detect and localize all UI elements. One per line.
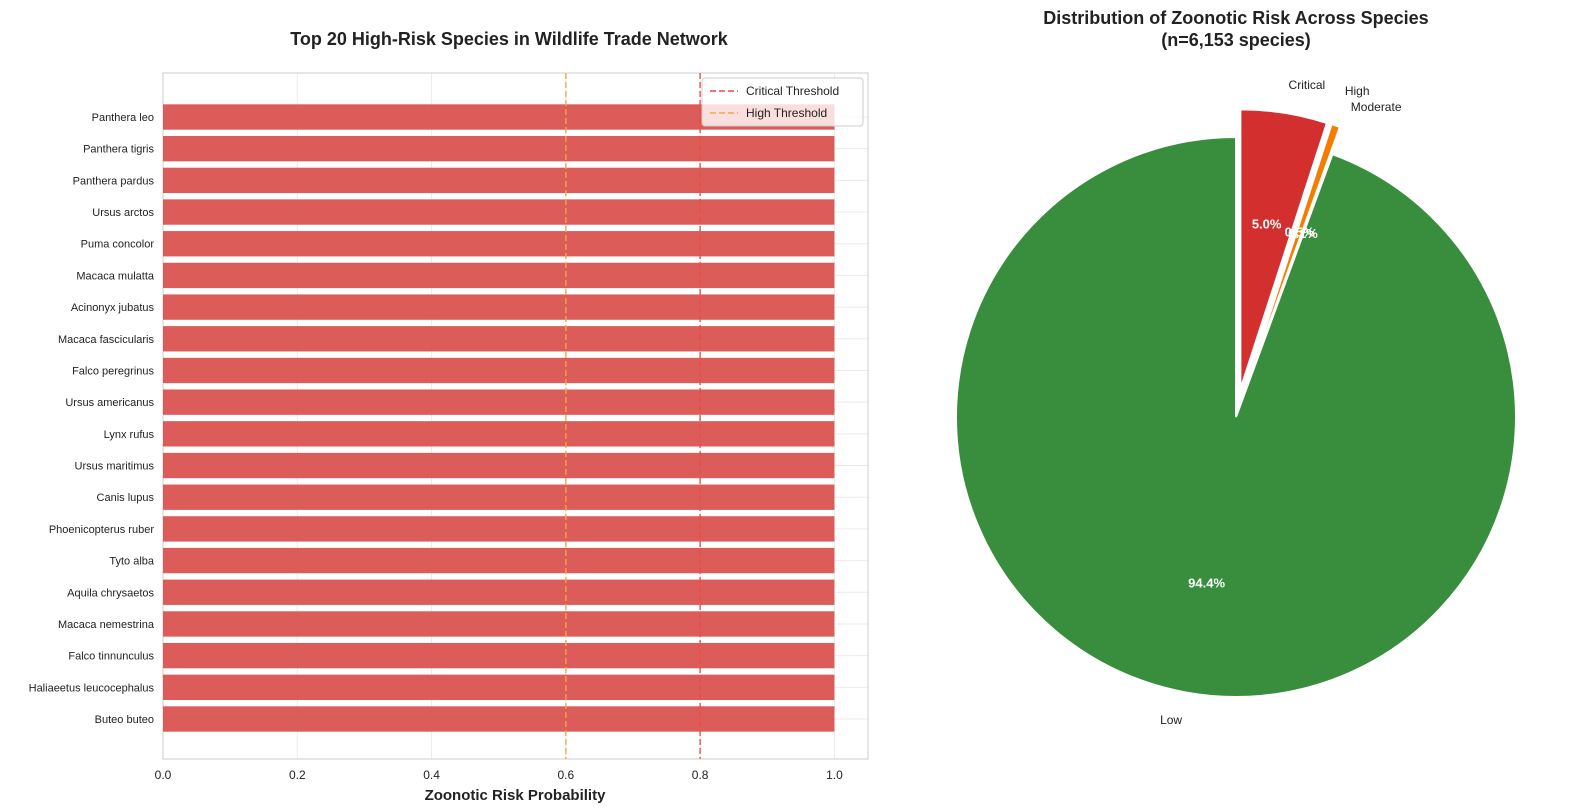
x-tick-label: 1.0 [826,768,843,782]
x-tick-label: 0.2 [289,768,306,782]
category-label: Falco peregrinus [72,365,154,377]
pie-label-critical: Critical [1289,78,1326,92]
bar-lynx-rufus [163,421,835,447]
pie-chart-subtitle: (n=6,153 species) [1161,30,1311,50]
bar-buteo-buteo [163,706,835,732]
bar-falco-peregrinus [163,357,835,384]
bar-macaca-mulatta [163,262,835,289]
pie-label-low: Low [1160,713,1182,727]
category-label: Macaca fascicularis [58,334,154,346]
category-label: Lynx rufus [104,429,155,441]
category-label: Phoenicopterus ruber [49,524,155,536]
category-labels: Panthera leo Panthera tigris Panthera pard… [29,112,155,726]
category-label: Macaca mulatta [76,270,155,282]
category-label: Ursus arctos [92,207,154,219]
legend: Critical Threshold High Threshold [701,77,864,127]
bar-panthera-tigris [163,136,835,162]
category-label: Buteo buteo [95,714,154,726]
pie-slices [955,108,1517,698]
bar-ursus-maritimus [163,452,835,479]
category-label: Macaca nemestrina [58,619,155,631]
pie-pct-critical: 5.0% [1252,216,1282,231]
pie-labels: Critical 5.0% High 0.5% Moderate 0.1% Low 94.4% [1160,78,1402,727]
bar-macaca-fascicularis [163,326,835,352]
pie-label-high: High [1345,84,1370,98]
x-tick-label: 0.6 [558,768,575,782]
x-tick-labels: 0.0 0.2 0.4 0.6 0.8 1.0 [155,768,843,782]
pie-label-moderate: Moderate [1351,100,1402,114]
category-label: Acinonyx jubatus [71,302,155,314]
bar-chart: Top 20 High-Risk Species in Wildlife Tra… [29,29,869,804]
category-label: Panthera pardus [73,175,155,187]
bar-falco-tinnunculus [163,642,835,669]
x-tick-label: 0.4 [423,768,440,782]
bar-series [163,104,835,732]
bar-canis-lupus [163,484,835,510]
category-label: Panthera tigris [83,144,154,156]
pie-slice-low [955,135,1517,698]
legend-label-critical: Critical Threshold [746,84,839,98]
bar-puma-concolor [163,231,835,257]
category-label: Canis lupus [97,492,155,504]
bar-ursus-arctos [163,199,835,225]
pie-pct-low: 94.4% [1188,575,1225,590]
category-label: Tyto alba [109,556,155,568]
threshold-lines [565,73,701,759]
category-label: Falco tinnunculus [68,651,154,663]
category-label: Aquila chrysaetos [67,587,154,599]
pie-chart: Distribution of Zoonotic Risk Across Spe… [955,8,1517,727]
bar-macaca-nemestrina [163,611,835,637]
category-label: Puma concolor [81,239,155,251]
bar-plot-frame [162,72,869,760]
bar-chart-title: Top 20 High-Risk Species in Wildlife Tra… [290,29,729,49]
x-tick-label: 0.0 [155,768,172,782]
category-label: Panthera leo [92,112,154,124]
x-axis-label: Zoonotic Risk Probability [425,787,607,804]
bar-haliaeetus-leucocephalus [163,674,835,700]
pie-pct-high: 0.5% [1285,225,1315,240]
x-tick-label: 0.8 [692,768,709,782]
category-label: Ursus maritimus [75,461,155,473]
bar-tyto-alba [163,547,835,574]
bar-panthera-pardus [163,167,835,194]
category-label: Haliaeetus leucocephalus [29,682,155,694]
bar-aquila-chrysaetos [163,579,835,605]
bar-phoenicopterus-ruber [163,516,835,542]
bar-acinonyx-jubatus [163,294,835,320]
legend-label-high: High Threshold [746,106,827,120]
pie-slice-critical [1239,108,1329,390]
bar-ursus-americanus [163,389,835,415]
pie-chart-title: Distribution of Zoonotic Risk Across Spe… [1043,8,1428,28]
category-label: Ursus americanus [65,397,154,409]
legend-box [701,77,864,127]
pie-pct-moderate: 0.1% [1288,226,1318,241]
